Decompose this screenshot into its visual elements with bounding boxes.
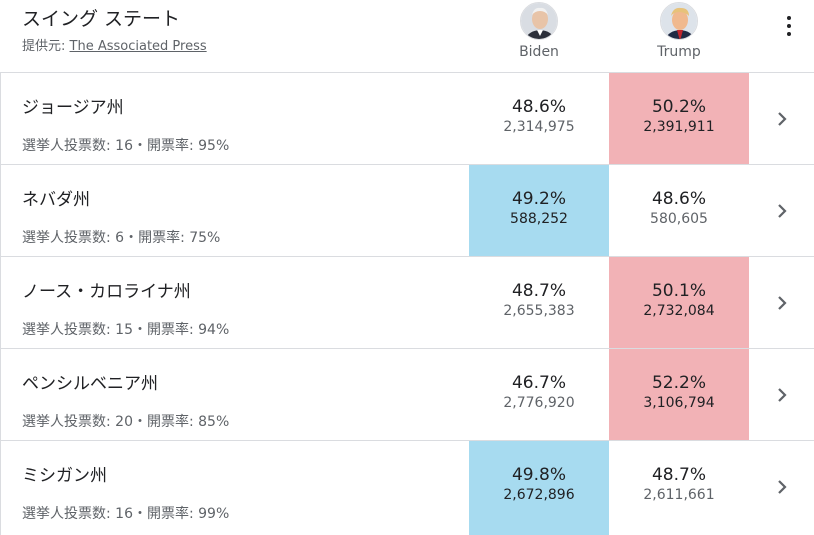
state-name: ペンシルベニア州 bbox=[22, 374, 158, 394]
biden-votes: 2,314,975 bbox=[503, 119, 575, 135]
trump-votes: 2,391,911 bbox=[643, 119, 715, 135]
biden-result: 46.7% 2,776,920 bbox=[469, 349, 609, 440]
trump-votes: 2,611,661 bbox=[643, 487, 715, 503]
state-meta: 選挙人投票数: 16・開票率: 99% bbox=[22, 506, 230, 522]
biden-avatar bbox=[520, 2, 558, 40]
state-row[interactable]: ネバダ州 選挙人投票数: 6・開票率: 75% 49.2% 588,252 48.… bbox=[0, 165, 814, 257]
trump-avatar bbox=[660, 2, 698, 40]
biden-result: 49.8% 2,672,896 bbox=[469, 441, 609, 535]
state-row[interactable]: ノース・カロライナ州 選挙人投票数: 15・開票率: 94% 48.7% 2,65… bbox=[0, 257, 814, 349]
source-link[interactable]: The Associated Press bbox=[69, 39, 207, 54]
state-row[interactable]: ジョージア州 選挙人投票数: 16・開票率: 95% 48.6% 2,314,97… bbox=[0, 73, 814, 165]
state-meta: 選挙人投票数: 6・開票率: 75% bbox=[22, 230, 221, 246]
biden-votes: 2,672,896 bbox=[503, 487, 575, 503]
biden-percent: 48.7% bbox=[511, 281, 566, 301]
state-name: ノース・カロライナ州 bbox=[22, 282, 191, 302]
candidate-name-trump: Trump bbox=[657, 44, 701, 60]
biden-votes: 2,655,383 bbox=[503, 303, 575, 319]
biden-percent: 46.7% bbox=[511, 373, 566, 393]
candidate-trump: Trump bbox=[609, 2, 749, 60]
biden-percent: 49.8% bbox=[511, 465, 566, 485]
chevron-right-icon[interactable] bbox=[772, 201, 792, 221]
chevron-right-icon[interactable] bbox=[772, 385, 792, 405]
chevron-right-icon[interactable] bbox=[772, 293, 792, 313]
biden-votes: 588,252 bbox=[510, 211, 568, 227]
card-header: スイング ステート 提供元: The Associated Press Bide… bbox=[0, 0, 814, 73]
trump-percent: 52.2% bbox=[651, 373, 706, 393]
source-attribution: 提供元: The Associated Press bbox=[22, 35, 207, 54]
state-meta: 選挙人投票数: 20・開票率: 85% bbox=[22, 414, 230, 430]
trump-result: 52.2% 3,106,794 bbox=[609, 349, 749, 440]
trump-percent: 48.6% bbox=[651, 189, 706, 209]
biden-result: 49.2% 588,252 bbox=[469, 165, 609, 256]
biden-result: 48.7% 2,655,383 bbox=[469, 257, 609, 348]
state-row[interactable]: ペンシルベニア州 選挙人投票数: 20・開票率: 85% 46.7% 2,776,… bbox=[0, 349, 814, 441]
source-prefix: 提供元: bbox=[22, 39, 70, 54]
trump-votes: 580,605 bbox=[650, 211, 708, 227]
state-meta: 選挙人投票数: 16・開票率: 95% bbox=[22, 138, 230, 154]
more-options-icon[interactable] bbox=[780, 14, 798, 38]
trump-result: 48.6% 580,605 bbox=[609, 165, 749, 256]
biden-percent: 48.6% bbox=[511, 97, 566, 117]
trump-result: 48.7% 2,611,661 bbox=[609, 441, 749, 532]
trump-votes: 3,106,794 bbox=[643, 395, 715, 411]
trump-percent: 50.1% bbox=[651, 281, 706, 301]
biden-votes: 2,776,920 bbox=[503, 395, 575, 411]
candidate-biden: Biden bbox=[469, 2, 609, 60]
chevron-right-icon[interactable] bbox=[772, 109, 792, 129]
card-left-border bbox=[0, 73, 1, 535]
biden-result: 48.6% 2,314,975 bbox=[469, 73, 609, 164]
trump-result: 50.2% 2,391,911 bbox=[609, 73, 749, 164]
state-name: ミシガン州 bbox=[22, 466, 107, 486]
trump-result: 50.1% 2,732,084 bbox=[609, 257, 749, 348]
state-row[interactable]: ミシガン州 選挙人投票数: 16・開票率: 99% 49.8% 2,672,896… bbox=[0, 441, 814, 535]
state-name: ジョージア州 bbox=[22, 98, 124, 118]
candidate-name-biden: Biden bbox=[519, 44, 559, 60]
biden-percent: 49.2% bbox=[511, 189, 566, 209]
trump-votes: 2,732,084 bbox=[643, 303, 715, 319]
page-title: スイング ステート bbox=[22, 8, 181, 30]
state-meta: 選挙人投票数: 15・開票率: 94% bbox=[22, 322, 230, 338]
chevron-right-icon[interactable] bbox=[772, 477, 792, 497]
state-name: ネバダ州 bbox=[22, 190, 90, 210]
trump-percent: 50.2% bbox=[651, 97, 706, 117]
trump-percent: 48.7% bbox=[651, 465, 706, 485]
